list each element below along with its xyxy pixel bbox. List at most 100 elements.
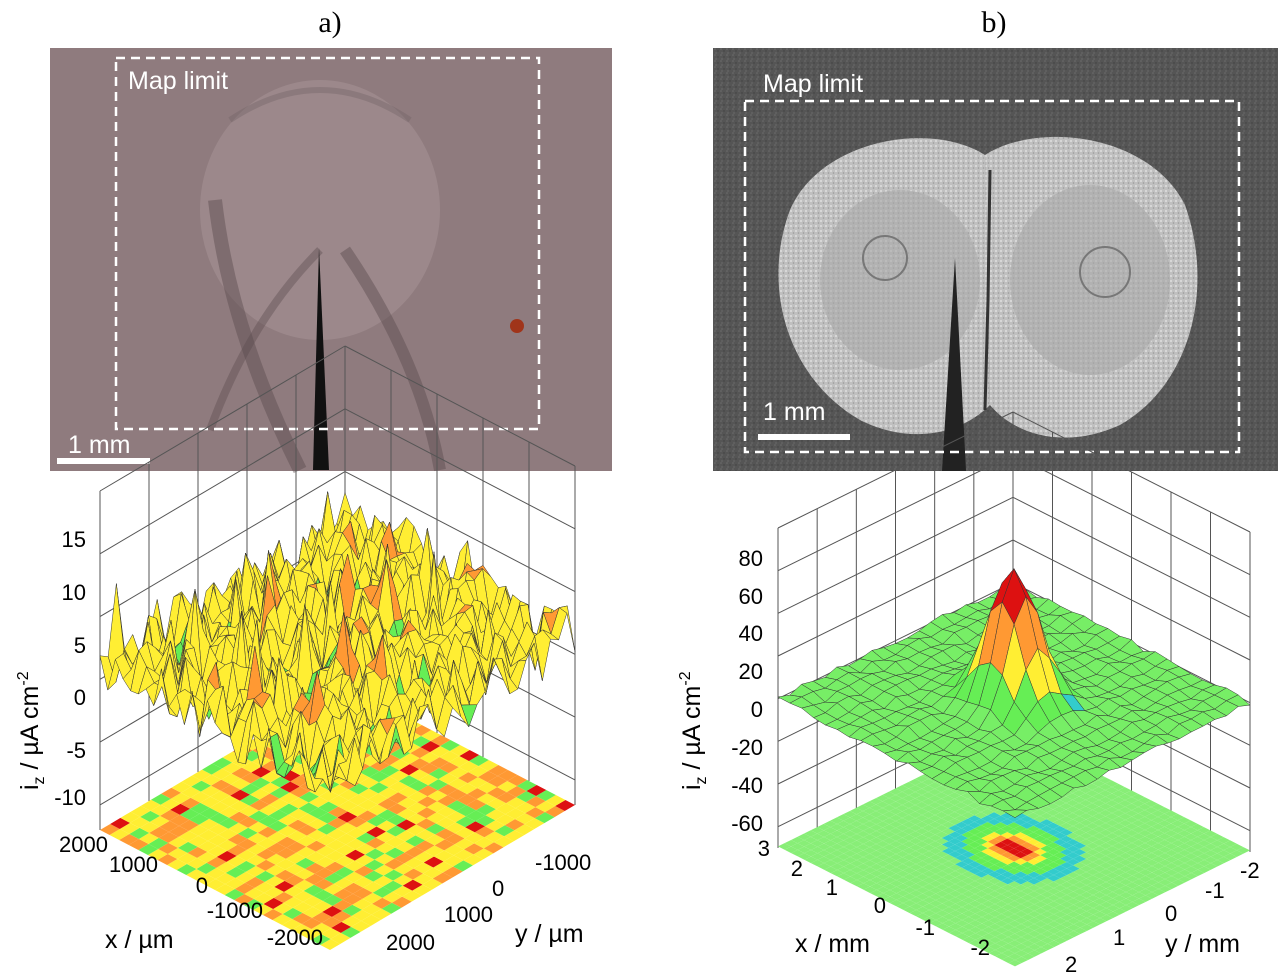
contour-cell [903, 906, 917, 914]
contour-cell [1138, 882, 1152, 889]
contour-cell [433, 861, 454, 873]
contour-cell [804, 843, 818, 850]
contour-cell [457, 783, 478, 795]
contour-cell [1040, 838, 1054, 846]
contour-cell [206, 867, 226, 879]
contour-cell [1111, 796, 1126, 804]
contour-cell [1079, 826, 1093, 833]
contour-cell [961, 831, 975, 839]
contour-cell [1008, 933, 1022, 941]
contour-cell [1151, 882, 1166, 889]
contour-cell [268, 809, 289, 821]
contour-cell [824, 859, 838, 867]
contour-cell [468, 755, 489, 767]
contour-cell [1132, 885, 1146, 893]
contour-cell [949, 916, 963, 924]
contour-cell [207, 845, 228, 857]
chart-a-x-ticks: 2000 1000 0 -1000 -2000 [59, 832, 323, 950]
contour-cell [968, 913, 982, 921]
contour-cell [1092, 865, 1106, 873]
contour-cell [1014, 858, 1028, 865]
contour-cell [882, 804, 896, 812]
contour-cell [889, 886, 903, 894]
contour-cell [376, 820, 397, 832]
contour-cell [206, 856, 227, 868]
contour-cell [981, 894, 995, 901]
contour-cell [399, 764, 420, 776]
contour-cell [1203, 830, 1218, 837]
contour-cell [889, 899, 904, 907]
contour-cell [138, 832, 159, 844]
z-tick-label: 5 [74, 633, 86, 658]
contour-cell [241, 772, 261, 784]
contour-cell [1099, 862, 1113, 869]
contour-cell [130, 816, 150, 828]
contour-cell [1118, 852, 1133, 860]
contour-cell [961, 857, 975, 865]
contour-cell [1171, 866, 1185, 873]
contour-cell [1034, 907, 1048, 915]
contour-cell [497, 770, 518, 782]
contour-cell [305, 862, 325, 874]
contour-cell [797, 846, 811, 854]
contour-cell [1138, 836, 1152, 843]
contour-cell [863, 886, 877, 894]
contour-cell [1223, 840, 1237, 847]
contour-cell [413, 862, 434, 874]
chart-b-y-ticks: -2 -1 0 1 2 [1065, 858, 1260, 977]
contour-cell [988, 877, 1002, 885]
contour-cell [1112, 809, 1126, 817]
contour-cell [1092, 852, 1106, 859]
contour-cell [1046, 809, 1060, 816]
contour-cell [119, 833, 139, 845]
contour-cell [1144, 800, 1158, 807]
contour-cell [1125, 869, 1139, 876]
contour-cell [326, 839, 346, 851]
contour-cell [837, 860, 851, 867]
contour-cell [942, 874, 956, 881]
contour-cell [994, 907, 1008, 914]
contour-cell [1085, 829, 1100, 836]
contour-cell [909, 877, 923, 884]
x-tick-label: 2 [791, 856, 803, 881]
contour-cell [895, 785, 909, 792]
contour-cell [1158, 846, 1172, 853]
contour-cell [1079, 885, 1093, 892]
contour-cell [1079, 812, 1093, 820]
contour-cell [357, 799, 378, 811]
contour-cell [336, 822, 357, 834]
contour-cell [344, 860, 365, 872]
contour-cell [896, 883, 910, 891]
contour-cell [1086, 914, 1100, 922]
contour-cell [434, 839, 455, 851]
contour-cell [896, 850, 910, 858]
contour-cell [797, 840, 811, 847]
contour-cell [198, 818, 219, 830]
contour-cell [988, 884, 1002, 891]
contour-cell [342, 893, 363, 905]
y-tick-label: 1 [1113, 925, 1125, 950]
contour-cell [1223, 846, 1237, 854]
contour-cell [882, 844, 896, 851]
contour-cell [1073, 901, 1087, 908]
contour-cell [377, 798, 398, 810]
contour-cell [1040, 897, 1054, 905]
contour-cell [1230, 843, 1244, 851]
contour-cell [1033, 842, 1047, 849]
contour-cell [1073, 881, 1087, 889]
contour-cell [954, 821, 968, 829]
contour-cell [849, 814, 863, 821]
contour-cell [942, 906, 956, 914]
contour-cell [994, 874, 1008, 882]
contour-cell [422, 878, 443, 890]
contour-cell [830, 843, 844, 851]
contour-cell [1125, 888, 1139, 896]
contour-cell [1223, 853, 1237, 861]
contour-cell [1059, 855, 1074, 862]
contour-cell [948, 805, 962, 812]
contour-cell [1118, 819, 1132, 827]
contour-cell [948, 883, 962, 891]
contour-cell [1158, 852, 1172, 860]
contour-cell [412, 873, 433, 885]
contour-cell [378, 776, 399, 788]
